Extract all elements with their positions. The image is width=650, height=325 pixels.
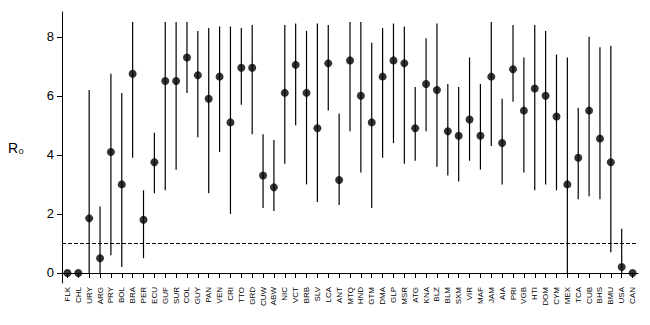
svg-text:2: 2 — [47, 206, 54, 221]
svg-text:KNA: KNA — [422, 286, 431, 303]
svg-text:SLV: SLV — [313, 286, 322, 301]
svg-text:GUY: GUY — [193, 286, 202, 304]
svg-text:MEX: MEX — [563, 286, 572, 304]
svg-text:MTQ: MTQ — [346, 287, 355, 305]
svg-text:DMA: DMA — [378, 286, 387, 304]
svg-text:ARG: ARG — [96, 287, 105, 304]
svg-text:CYM: CYM — [552, 287, 561, 305]
svg-text:4: 4 — [47, 147, 54, 162]
svg-text:SUR: SUR — [172, 287, 181, 304]
svg-text:PAN: PAN — [204, 287, 213, 303]
svg-text:BHS: BHS — [595, 287, 604, 303]
svg-text:8: 8 — [47, 29, 54, 44]
svg-text:VCT: VCT — [291, 287, 300, 303]
svg-text:GUF: GUF — [161, 287, 170, 304]
svg-text:ATG: ATG — [411, 287, 420, 303]
svg-text:ABW: ABW — [269, 287, 278, 306]
svg-text:VIR: VIR — [465, 287, 474, 301]
svg-text:AIA: AIA — [498, 286, 507, 300]
svg-text:VEN: VEN — [215, 287, 224, 304]
svg-text:ANT: ANT — [335, 287, 344, 303]
svg-text:GTM: GTM — [367, 287, 376, 305]
svg-text:GRD: GRD — [248, 287, 257, 305]
svg-text:BOL: BOL — [117, 286, 126, 303]
svg-text:SXM: SXM — [454, 287, 463, 305]
svg-text:CUB: CUB — [585, 287, 594, 304]
svg-text:ECU: ECU — [150, 287, 159, 304]
svg-text:CHL: CHL — [74, 286, 83, 303]
svg-text:JAM: JAM — [487, 287, 496, 303]
svg-text:URY: URY — [85, 286, 94, 303]
svg-text:USA: USA — [617, 286, 626, 303]
svg-text:CUW: CUW — [259, 287, 268, 307]
svg-text:BRB: BRB — [302, 287, 311, 303]
svg-text:PRY: PRY — [106, 286, 115, 303]
svg-text:PER: PER — [139, 287, 148, 304]
svg-text:BLZ: BLZ — [432, 287, 441, 302]
svg-text:0: 0 — [47, 265, 54, 280]
svg-text:TCA: TCA — [574, 286, 583, 303]
svg-text:HTI: HTI — [530, 287, 539, 300]
svg-text:BLM: BLM — [443, 287, 452, 304]
svg-text:BRA: BRA — [128, 286, 137, 303]
svg-text:VGB: VGB — [519, 287, 528, 304]
svg-text:HND: HND — [356, 287, 365, 305]
svg-text:CRI: CRI — [226, 287, 235, 301]
svg-text:LCA: LCA — [324, 286, 333, 302]
svg-text:BMU: BMU — [606, 287, 615, 305]
svg-text:NIC: NIC — [280, 287, 289, 301]
svg-text:DOM: DOM — [541, 287, 550, 306]
svg-text:R₀: R₀ — [8, 140, 24, 156]
svg-text:TTO: TTO — [237, 287, 246, 303]
svg-text:6: 6 — [47, 88, 54, 103]
svg-text:GLP: GLP — [389, 287, 398, 303]
svg-text:MSR: MSR — [400, 287, 409, 305]
svg-text:MAF: MAF — [476, 287, 485, 304]
svg-text:FLK: FLK — [63, 286, 72, 301]
svg-text:COL: COL — [182, 286, 191, 303]
svg-text:PRI: PRI — [509, 287, 518, 300]
svg-text:CAN: CAN — [628, 287, 637, 304]
